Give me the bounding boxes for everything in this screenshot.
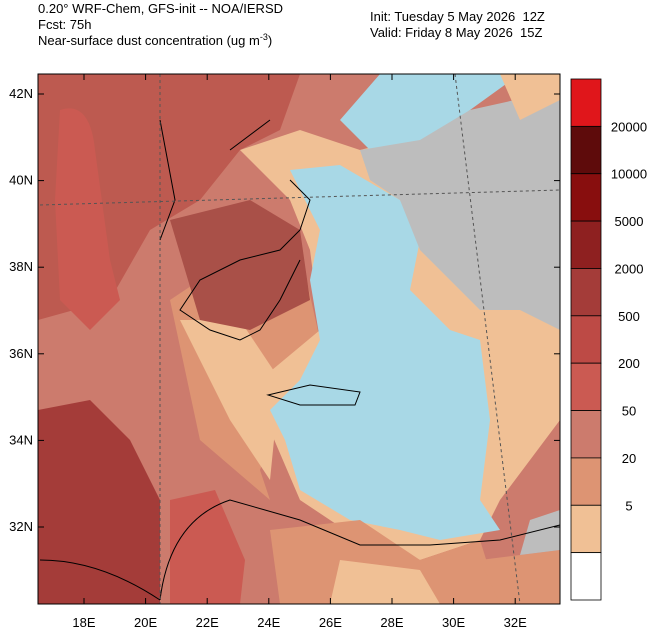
lon-label: 18E [72, 615, 95, 630]
colorbar-label: 20 [622, 451, 636, 466]
colorbar-box [570, 220, 602, 269]
colorbar-label: 2000 [615, 261, 644, 276]
lon-label: 30E [442, 615, 465, 630]
colorbar-label: 200 [618, 356, 640, 371]
colorbar-label: 50 [622, 404, 636, 419]
lon-label: 28E [380, 615, 403, 630]
colorbar-box [570, 125, 602, 175]
title: 0.20° WRF-Chem, GFS-init -- NOA/IERSD [38, 1, 283, 16]
colorbar-box [570, 78, 602, 127]
colorbar-box [570, 268, 602, 317]
colorbar-label: 500 [618, 309, 640, 324]
lon-label: 32E [504, 615, 527, 630]
colorbar-box [570, 362, 602, 411]
colorbar-box [570, 552, 602, 601]
lat-label: 32N [9, 519, 33, 534]
colorbar: 20000 10000 5000 2000 500 200 50 20 5 [570, 78, 647, 601]
lat-label: 40N [9, 173, 33, 188]
variable-close: ) [268, 33, 272, 48]
lon-label: 20E [134, 615, 157, 630]
axis-labels: 42N 40N 38N 36N 34N 32N 18E 20E 22E 24E 26E 28E 30E 3… [9, 74, 560, 630]
lat-label: 38N [9, 259, 33, 274]
lon-label: 26E [319, 615, 342, 630]
variable-exponent: -3 [260, 32, 268, 42]
lat-label: 42N [9, 86, 33, 101]
forecast: Fcst: 75h [38, 17, 91, 32]
colorbar-box [570, 504, 602, 554]
colorbar-label: 20000 [611, 119, 647, 134]
init-time: Init: Tuesday 5 May 2026 12Z [370, 9, 545, 24]
map-frame [37, 73, 561, 605]
lon-label: 22E [196, 615, 219, 630]
colorbar-box [570, 173, 602, 222]
valid-time: Valid: Friday 8 May 2026 15Z [370, 25, 543, 40]
colorbar-box [570, 315, 602, 364]
colorbar-box [570, 410, 602, 459]
lon-label: 24E [257, 615, 280, 630]
lat-label: 34N [9, 432, 33, 447]
colorbar-label: 10000 [611, 167, 647, 182]
lat-label: 36N [9, 346, 33, 361]
colorbar-box [570, 457, 602, 506]
colorbar-label: 5000 [615, 214, 644, 229]
variable: Near-surface dust concentration (ug m-3) [38, 32, 272, 48]
colorbar-label: 5 [625, 498, 632, 513]
variable-text: Near-surface dust concentration (ug m [38, 33, 260, 48]
map-field [38, 74, 560, 604]
